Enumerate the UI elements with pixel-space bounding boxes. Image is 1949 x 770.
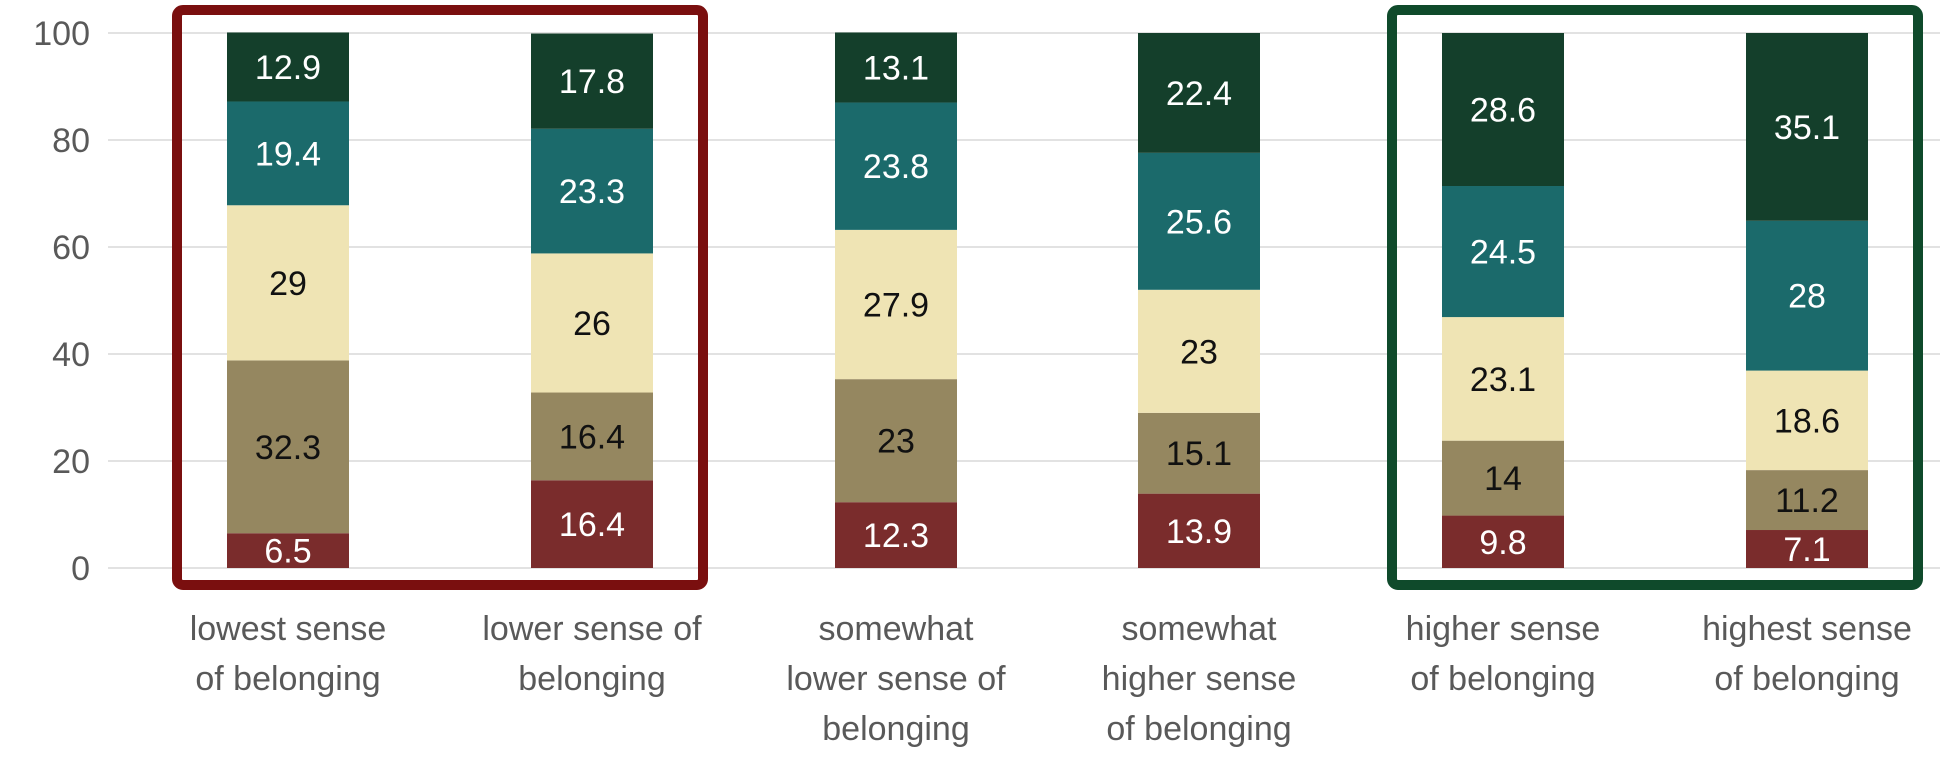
- bar-segment: [1138, 289, 1260, 413]
- bar-segment: [835, 32, 957, 103]
- y-tick-label: 20: [52, 443, 90, 481]
- bar-segment: [1138, 412, 1260, 494]
- data-label: 19.4: [255, 135, 321, 173]
- data-label: 7.1: [1783, 531, 1830, 569]
- data-label: 6.5: [264, 533, 311, 571]
- bar-segment: [1746, 33, 1868, 221]
- category-label: of belonging: [195, 660, 380, 698]
- data-label: 16.4: [559, 418, 625, 456]
- category-label: belonging: [822, 710, 969, 748]
- category-label: belonging: [518, 660, 665, 698]
- data-label: 28: [1788, 278, 1826, 316]
- category-label: lower sense of: [482, 610, 702, 648]
- data-label: 25.6: [1166, 203, 1232, 241]
- data-label: 28.6: [1470, 92, 1536, 130]
- data-label: 35.1: [1774, 109, 1840, 147]
- data-label: 13.9: [1166, 513, 1232, 551]
- category-label: of belonging: [1410, 660, 1595, 698]
- category-label: lower sense of: [786, 660, 1006, 698]
- bar-segment: [1746, 220, 1868, 371]
- bar-segment: [1442, 317, 1564, 441]
- y-tick-label: 60: [52, 229, 90, 267]
- y-tick-label: 100: [33, 15, 90, 53]
- bar-segment: [835, 229, 957, 380]
- data-label: 9.8: [1479, 524, 1526, 562]
- bar-segment: [227, 32, 349, 102]
- bar-segment: [1746, 370, 1868, 471]
- category-label: somewhat: [819, 610, 975, 648]
- category-label: highest sense: [1702, 610, 1912, 648]
- category-label: of belonging: [1714, 660, 1899, 698]
- data-label: 23: [1180, 333, 1218, 371]
- data-label: 17.8: [559, 63, 625, 101]
- data-label: 14: [1484, 460, 1522, 498]
- data-label: 12.3: [863, 517, 929, 555]
- category-label: somewhat: [1122, 610, 1278, 648]
- bar-segment: [835, 379, 957, 503]
- bar-segment: [531, 33, 653, 129]
- category-label: higher sense: [1406, 610, 1601, 648]
- data-label: 23.8: [863, 148, 929, 186]
- bar-segment: [1442, 33, 1564, 187]
- data-label: 11.2: [1775, 482, 1839, 520]
- bar-segment: [227, 205, 349, 361]
- category-label: lowest sense: [190, 610, 387, 648]
- bar-segment: [531, 253, 653, 393]
- bar-segment: [1442, 440, 1564, 516]
- bar-segment: [531, 392, 653, 481]
- data-label: 24.5: [1470, 234, 1536, 272]
- data-label: 23.3: [559, 173, 625, 211]
- bar-segment: [1746, 530, 1868, 568]
- data-label: 15.1: [1166, 435, 1232, 473]
- data-label: 29: [269, 265, 307, 303]
- bar-segment: [1138, 493, 1260, 568]
- data-label: 23: [877, 423, 915, 461]
- y-tick-label: 40: [52, 336, 90, 374]
- data-label: 18.6: [1774, 402, 1840, 440]
- bar-segment: [227, 533, 349, 568]
- bar-segment: [835, 502, 957, 568]
- bar-segment: [1746, 470, 1868, 531]
- bar-segment: [531, 128, 653, 254]
- data-label: 26: [573, 305, 611, 343]
- bar-segment: [1138, 152, 1260, 290]
- data-label: 16.4: [559, 506, 625, 544]
- category-label: higher sense: [1102, 660, 1297, 698]
- bar-segment: [531, 480, 653, 568]
- bar-segment: [1138, 33, 1260, 153]
- data-label: 12.9: [255, 49, 321, 87]
- bar-segment: [835, 102, 957, 230]
- data-label: 22.4: [1166, 75, 1232, 113]
- highlight-box: [172, 5, 708, 590]
- y-tick-label: 0: [71, 550, 90, 588]
- bar-segment: [1442, 186, 1564, 318]
- bar-segment: [227, 360, 349, 534]
- highlight-box: [1387, 5, 1923, 590]
- bar-segment: [227, 101, 349, 206]
- bar-segment: [1442, 515, 1564, 568]
- data-label: 27.9: [863, 287, 929, 325]
- y-tick-label: 80: [52, 122, 90, 160]
- category-label: of belonging: [1106, 710, 1291, 748]
- data-label: 23.1: [1470, 361, 1536, 399]
- data-label: 13.1: [863, 50, 929, 88]
- data-label: 32.3: [255, 429, 321, 467]
